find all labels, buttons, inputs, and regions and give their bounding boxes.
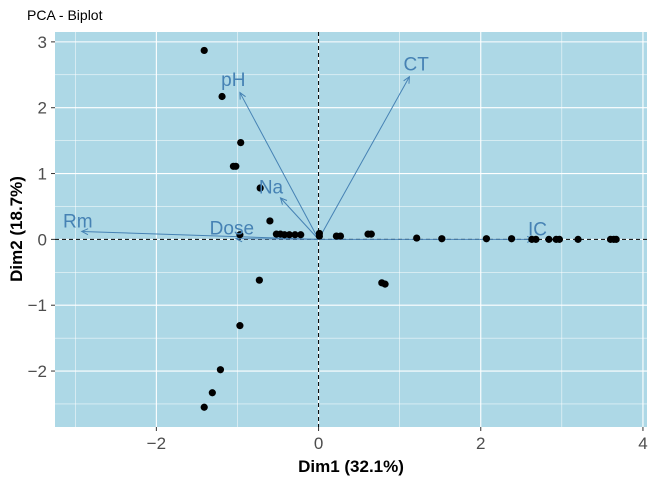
data-point <box>218 92 226 101</box>
data-point <box>237 139 245 147</box>
y-tick-label: −1 <box>28 296 47 315</box>
data-point <box>413 234 421 242</box>
data-point <box>336 232 345 240</box>
data-point <box>208 389 216 397</box>
data-point <box>216 366 225 374</box>
data-point <box>612 235 620 243</box>
variable-vectors <box>80 75 535 243</box>
vector-ph <box>239 92 320 240</box>
data-point <box>574 235 582 243</box>
data-point <box>229 162 238 170</box>
data-point <box>315 232 323 240</box>
vector-ct-head <box>403 75 410 84</box>
data-point <box>555 235 564 243</box>
vector-na-head <box>279 197 288 205</box>
vector-label-ic: IC <box>528 219 547 240</box>
data-point <box>236 231 244 239</box>
data-point <box>438 235 446 243</box>
variable-labels: Rm Dose pH Na CT IC <box>63 55 547 241</box>
vector-label-na: Na <box>259 178 284 199</box>
data-point <box>255 276 263 284</box>
data-point <box>236 322 244 330</box>
x-axis: −2 0 2 4 <box>147 427 648 453</box>
x-tick-label: 2 <box>476 434 485 453</box>
data-point <box>297 231 305 239</box>
data-point <box>291 231 299 239</box>
x-tick-label: 0 <box>314 434 323 453</box>
data-point <box>266 217 274 225</box>
y-tick-label: 3 <box>38 33 47 52</box>
chart-title: PCA - Biplot <box>27 7 103 23</box>
observation-points <box>200 46 620 411</box>
vector-label-ph: pH <box>221 70 245 91</box>
data-point <box>367 230 375 238</box>
y-tick-label: 1 <box>38 165 47 184</box>
y-axis-title: Dim2 (18.7%) <box>7 176 26 282</box>
data-point <box>507 235 516 243</box>
data-point <box>200 403 208 411</box>
vector-na <box>280 197 319 240</box>
vector-label-ct: CT <box>404 55 430 76</box>
vector-rm-head <box>80 228 89 236</box>
x-axis-title: Dim1 (32.1%) <box>298 457 404 476</box>
vector-label-rm: Rm <box>63 211 93 232</box>
data-point <box>545 235 553 243</box>
data-point <box>256 184 264 192</box>
y-tick-label: 2 <box>38 99 47 118</box>
y-tick-label: −2 <box>28 362 47 381</box>
y-axis: −2 −1 0 1 2 3 <box>28 33 55 381</box>
data-point <box>482 235 491 243</box>
data-point <box>532 235 540 243</box>
data-point <box>200 46 208 55</box>
plot-panel <box>55 32 647 427</box>
vector-ct <box>318 76 410 240</box>
vector-rm <box>81 230 319 240</box>
vector-label-dose: Dose <box>210 219 254 240</box>
vector-ph-head <box>239 91 246 100</box>
y-tick-label: 0 <box>38 230 47 249</box>
x-tick-label: 4 <box>638 434 647 453</box>
data-point <box>285 231 293 239</box>
vector-dose <box>235 238 319 240</box>
x-tick-label: −2 <box>147 434 166 453</box>
data-point <box>381 280 389 288</box>
